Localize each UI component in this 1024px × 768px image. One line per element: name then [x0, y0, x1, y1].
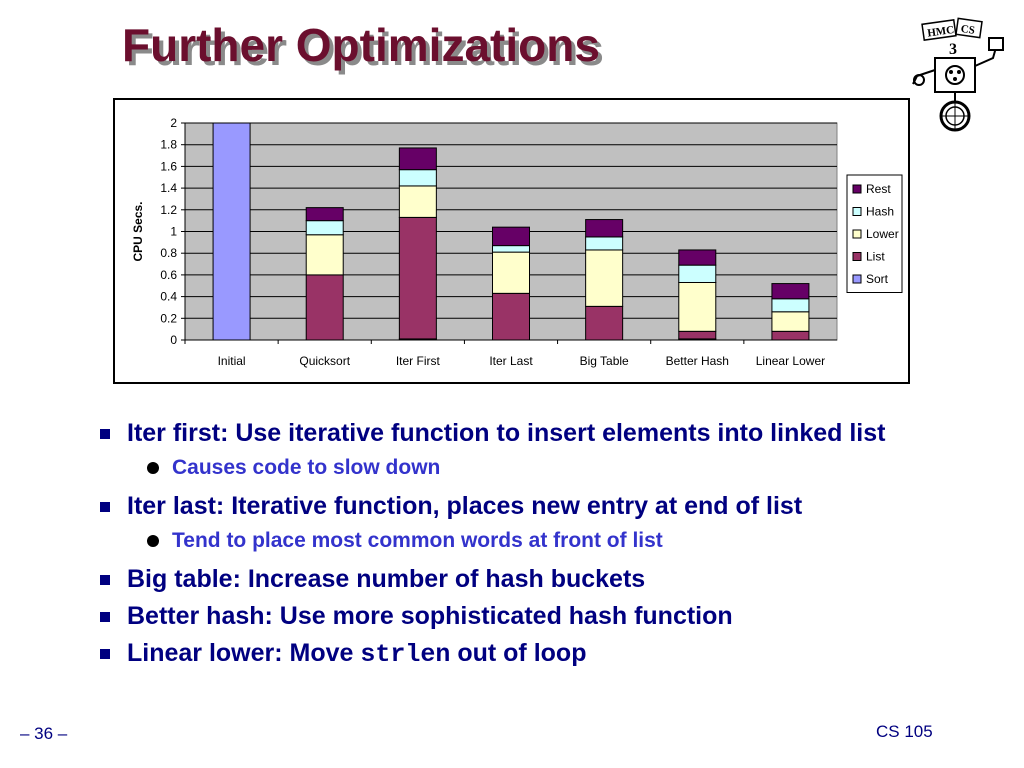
x-tick-label: Linear Lower	[756, 354, 825, 368]
y-tick-label: 0.4	[160, 290, 177, 304]
x-tick-label: Quicksort	[299, 354, 350, 368]
y-tick-label: 0.8	[160, 246, 177, 260]
legend-label: Lower	[866, 227, 899, 241]
bullet-list: Iter first: Use iterative function to in…	[100, 418, 980, 676]
bar-segment-hash	[585, 236, 624, 251]
bar-segment-list	[492, 292, 530, 341]
course-label: CS 105	[876, 722, 933, 741]
bar-segment-list	[585, 305, 624, 341]
bar-segment-list	[398, 216, 437, 340]
bullet-text: Better hash: Use more sophisticated hash…	[127, 602, 733, 630]
square-bullet-icon	[100, 612, 110, 622]
x-tick-label: Iter Last	[489, 354, 533, 368]
bar-segment-lower	[492, 251, 530, 294]
y-tick-label: 2	[170, 116, 177, 130]
bar-segment-list	[305, 274, 344, 341]
bar-segment-lower	[771, 311, 810, 332]
slide-title: Further Optimizations	[122, 19, 600, 71]
bullet-big-table: Big table: Increase number of hash bucke…	[100, 564, 980, 595]
legend-label: List	[866, 250, 885, 264]
bar-segment-hash	[678, 264, 717, 283]
y-tick-label: 0	[170, 333, 177, 347]
bullet-text: Iter last: Iterative function, places ne…	[127, 492, 803, 520]
chart-svg: 0 0.2 0.4 0.6 0.8 1 1.2 1.4 1.6 1.8 2 CPU Secs. Init…	[131, 116, 903, 368]
sub-bullet-text: Causes code to slow down	[172, 456, 441, 479]
square-bullet-icon	[100, 575, 110, 585]
bar-segment-lower	[585, 249, 624, 307]
y-tick-label: 1.6	[160, 159, 177, 173]
bar-segment-lower	[305, 234, 344, 276]
square-bullet-icon	[100, 429, 110, 439]
bar-segment-rest	[678, 249, 717, 266]
svg-text:3: 3	[949, 41, 957, 58]
y-tick-label: 1	[170, 225, 177, 239]
logo-hmc-text: HMC	[927, 24, 955, 40]
bullet-linear-lower: Linear lower: Move strlen out of loop	[100, 638, 980, 670]
x-tick-label: Better Hash	[666, 354, 729, 368]
y-tick-label: 1.4	[160, 181, 177, 195]
legend-swatch	[852, 252, 862, 261]
round-bullet-icon	[147, 462, 159, 474]
legend-swatch	[852, 184, 862, 194]
x-tick-label: Big Table	[580, 354, 629, 368]
bar-segment-rest	[585, 219, 624, 238]
y-tick-label: 0.2	[160, 311, 177, 325]
square-bullet-icon	[100, 502, 110, 512]
bar-segment-hash	[305, 220, 344, 236]
x-tick-label: Iter First	[396, 354, 441, 368]
bar-segment-list	[678, 330, 717, 340]
hmc-cs-logo-icon: HMC CS 3	[912, 17, 1004, 132]
logo-cs-text: CS	[960, 23, 976, 37]
bullet-iter-last: Iter last: Iterative function, places ne…	[100, 491, 980, 522]
sub-bullet-common-words: Tend to place most common words at front…	[100, 528, 980, 554]
bar-segment-lower	[398, 185, 437, 218]
page-number: – 36 –	[20, 724, 68, 743]
y-tick-label: 0.6	[160, 268, 177, 282]
bar-segment-rest	[398, 147, 437, 171]
x-tick-label: Initial	[218, 354, 246, 368]
bullet-text: Iter first: Use iterative function to in…	[127, 419, 886, 447]
bar-segment-sort	[212, 122, 251, 341]
bullet-text-end: out of loop	[450, 639, 587, 667]
legend-swatch	[852, 207, 862, 216]
legend-label: Sort	[866, 272, 889, 286]
legend-label: Hash	[866, 205, 894, 219]
bar-segment-rest	[305, 207, 344, 222]
bar-segment-lower	[678, 281, 717, 332]
bullet-text: Big table: Increase number of hash bucke…	[127, 565, 646, 593]
legend-swatch	[852, 274, 862, 284]
legend-swatch	[852, 229, 862, 239]
bar-segment-hash	[771, 298, 810, 313]
bar-segment-hash	[492, 245, 530, 253]
bullet-iter-first: Iter first: Use iterative function to in…	[100, 418, 980, 449]
square-bullet-icon	[100, 649, 110, 659]
legend-label: Rest	[866, 182, 891, 196]
y-axis-title: CPU Secs.	[131, 201, 145, 261]
cpu-time-chart: 0 0.2 0.4 0.6 0.8 1 1.2 1.4 1.6 1.8 2 CPU Secs. Init…	[113, 98, 910, 384]
bullet-text: Linear lower: Move	[127, 639, 361, 667]
bar-segment-rest	[771, 283, 810, 300]
code-strlen: strlen	[360, 640, 451, 669]
sub-bullet-slow-down: Causes code to slow down	[100, 455, 980, 481]
sub-bullet-text: Tend to place most common words at front…	[172, 529, 663, 552]
round-bullet-icon	[147, 535, 159, 547]
y-tick-label: 1.2	[160, 203, 177, 217]
bar-segment-hash	[398, 169, 437, 187]
bullet-better-hash: Better hash: Use more sophisticated hash…	[100, 601, 980, 632]
y-tick-label: 1.8	[160, 138, 177, 152]
bar-segment-rest	[492, 226, 530, 247]
bar-segment-list	[771, 330, 810, 341]
